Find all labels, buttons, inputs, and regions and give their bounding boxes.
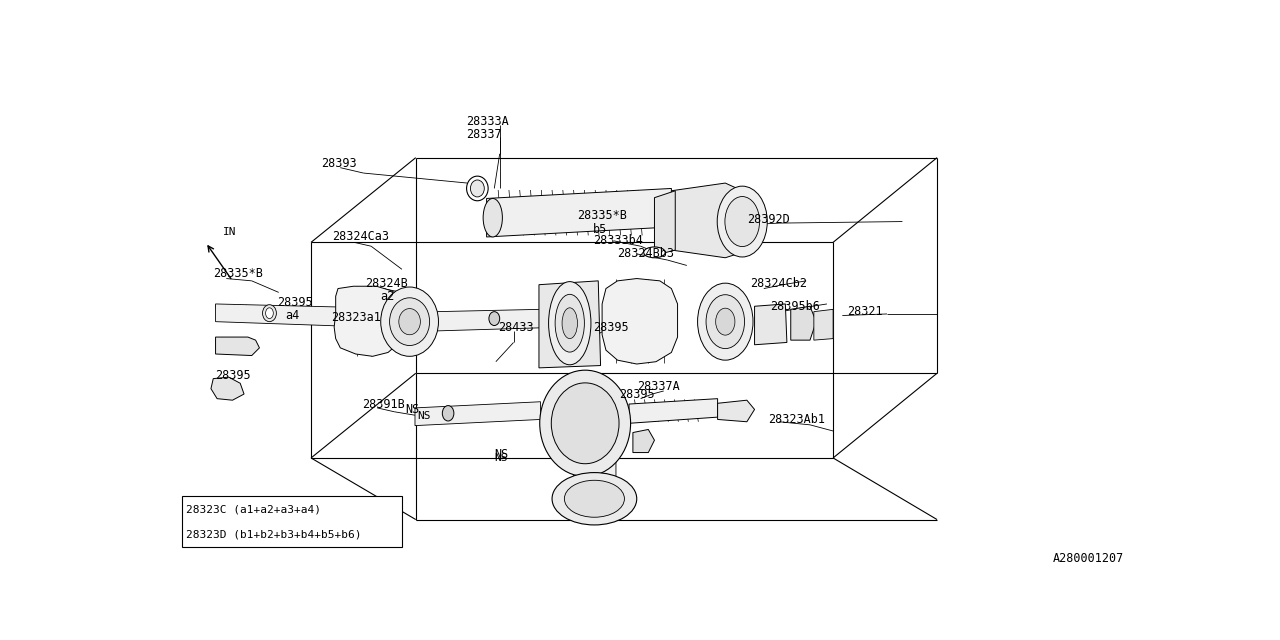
Text: NS: NS xyxy=(417,411,431,420)
Polygon shape xyxy=(486,188,672,237)
Text: NS: NS xyxy=(406,403,420,416)
Polygon shape xyxy=(814,309,833,340)
Polygon shape xyxy=(436,309,540,331)
Ellipse shape xyxy=(389,298,430,346)
Polygon shape xyxy=(672,183,742,258)
Ellipse shape xyxy=(552,383,620,464)
Text: 28391B: 28391B xyxy=(362,397,404,410)
Ellipse shape xyxy=(399,308,420,335)
Text: 28324Bb3: 28324Bb3 xyxy=(617,248,675,260)
Ellipse shape xyxy=(540,370,631,476)
Text: NS: NS xyxy=(494,453,508,463)
Polygon shape xyxy=(183,497,402,547)
Text: 28324Ca3: 28324Ca3 xyxy=(333,230,389,243)
Text: b5: b5 xyxy=(593,223,607,236)
Text: 28323Ab1: 28323Ab1 xyxy=(768,413,824,426)
Polygon shape xyxy=(539,281,600,368)
Ellipse shape xyxy=(564,480,625,517)
Polygon shape xyxy=(334,286,403,356)
Ellipse shape xyxy=(443,406,454,421)
Text: 28323D (b1+b2+b3+b4+b5+b6): 28323D (b1+b2+b3+b4+b5+b6) xyxy=(187,529,362,539)
Text: 28324Cb2: 28324Cb2 xyxy=(750,276,806,290)
Text: IN: IN xyxy=(223,227,237,237)
Text: 28392D: 28392D xyxy=(746,212,790,226)
Ellipse shape xyxy=(698,283,753,360)
Ellipse shape xyxy=(724,196,759,246)
Ellipse shape xyxy=(717,186,767,257)
Polygon shape xyxy=(215,304,371,327)
Text: a2: a2 xyxy=(380,290,394,303)
Ellipse shape xyxy=(266,308,274,319)
Polygon shape xyxy=(632,429,654,452)
Polygon shape xyxy=(755,304,787,345)
Ellipse shape xyxy=(483,198,502,237)
Text: 28333b4: 28333b4 xyxy=(593,234,643,247)
Text: 28395: 28395 xyxy=(215,369,251,382)
Text: 28395: 28395 xyxy=(278,296,312,309)
Polygon shape xyxy=(718,400,755,422)
Polygon shape xyxy=(215,337,260,356)
Text: 28333A: 28333A xyxy=(466,115,508,128)
Polygon shape xyxy=(791,307,817,340)
Polygon shape xyxy=(628,399,718,423)
Text: 28395: 28395 xyxy=(620,388,654,401)
Ellipse shape xyxy=(716,308,735,335)
Ellipse shape xyxy=(562,308,577,339)
Polygon shape xyxy=(211,377,244,400)
Text: 28335*B: 28335*B xyxy=(214,267,264,280)
Ellipse shape xyxy=(644,247,666,258)
Text: 28395b6: 28395b6 xyxy=(771,300,819,313)
Ellipse shape xyxy=(556,294,585,352)
Polygon shape xyxy=(654,191,676,255)
Text: 28433: 28433 xyxy=(498,321,534,333)
Polygon shape xyxy=(415,402,540,426)
Text: 28323C (a1+a2+a3+a4): 28323C (a1+a2+a3+a4) xyxy=(187,504,321,515)
Text: A280001207: A280001207 xyxy=(1053,552,1124,564)
Text: a4: a4 xyxy=(285,309,300,322)
Text: 28393: 28393 xyxy=(321,157,357,170)
Ellipse shape xyxy=(549,282,591,365)
Polygon shape xyxy=(602,278,677,364)
Ellipse shape xyxy=(467,176,488,201)
Ellipse shape xyxy=(471,180,484,197)
Polygon shape xyxy=(573,447,616,499)
Ellipse shape xyxy=(262,305,276,322)
Text: 28323a1: 28323a1 xyxy=(332,310,381,324)
Text: 28324B: 28324B xyxy=(365,276,408,290)
Ellipse shape xyxy=(552,472,636,525)
Ellipse shape xyxy=(707,294,745,349)
Ellipse shape xyxy=(380,287,439,356)
Text: 28395: 28395 xyxy=(593,321,628,333)
Text: 28321: 28321 xyxy=(847,305,883,318)
Text: NS: NS xyxy=(494,447,508,461)
Text: 28335*B: 28335*B xyxy=(577,209,627,222)
Ellipse shape xyxy=(489,312,499,326)
Text: 28337: 28337 xyxy=(466,128,502,141)
Text: 28337A: 28337A xyxy=(636,380,680,393)
